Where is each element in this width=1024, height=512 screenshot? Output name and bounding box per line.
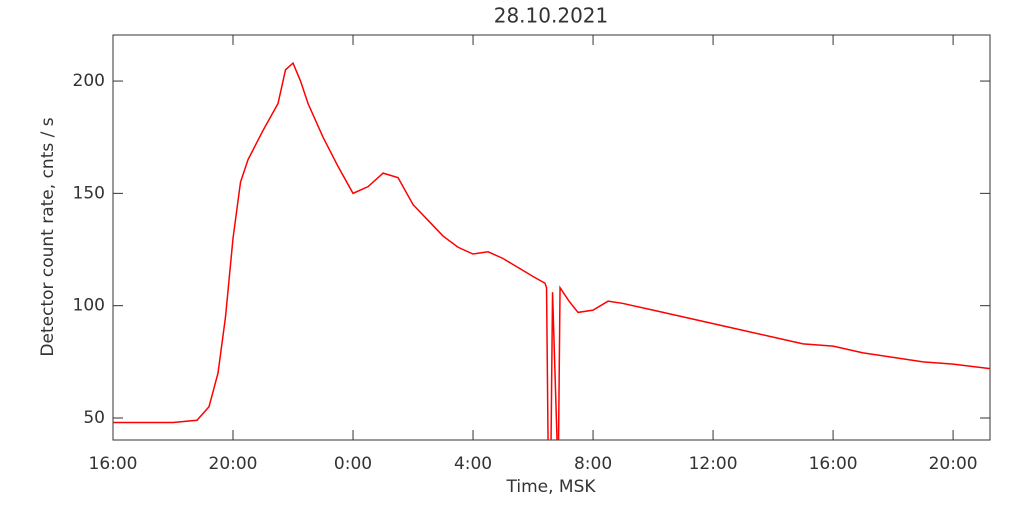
y-axis-label: Detector count rate, cnts / s — [38, 117, 58, 356]
x-tick-label: 16:00 — [809, 454, 858, 474]
x-tick-label: 12:00 — [689, 454, 738, 474]
x-tick-label: 20:00 — [929, 454, 978, 474]
data-line — [113, 61, 990, 440]
y-tick-label: 150 — [73, 183, 105, 203]
x-tick-label: 16:00 — [89, 454, 138, 474]
chart-title: 28.10.2021 — [494, 4, 609, 28]
x-axis-label: Time, MSK — [505, 477, 596, 497]
x-tick-label: 8:00 — [574, 454, 612, 474]
x-tick-label: 20:00 — [209, 454, 258, 474]
y-tick-label: 200 — [73, 71, 105, 91]
x-tick-label: 0:00 — [334, 454, 372, 474]
x-tick-label: 4:00 — [454, 454, 492, 474]
y-tick-label: 100 — [73, 296, 105, 316]
y-tick-label: 50 — [83, 408, 105, 428]
